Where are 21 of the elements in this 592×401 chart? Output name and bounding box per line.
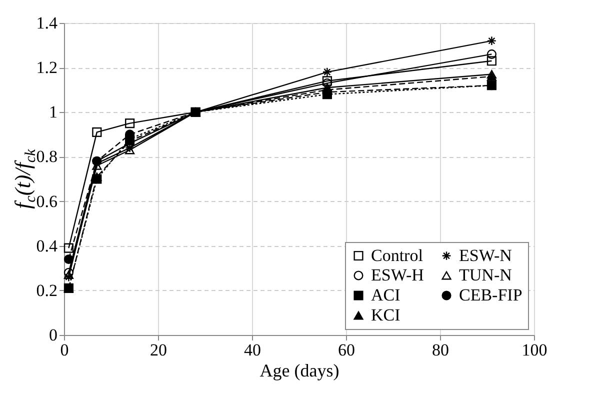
y-tick-label: 1 bbox=[49, 102, 58, 122]
y-tick-label: 0 bbox=[49, 326, 58, 344]
x-tick-label: 40 bbox=[244, 340, 261, 360]
y-tick-label: 0.6 bbox=[36, 192, 58, 211]
legend-label: ESW-H bbox=[371, 266, 424, 284]
x-tick-label: 100 bbox=[522, 340, 548, 360]
y-tick-label: 0.8 bbox=[36, 147, 58, 166]
legend-label: ACI bbox=[371, 286, 401, 304]
legend-label: Control bbox=[371, 246, 424, 265]
legend-label: KCI bbox=[371, 306, 401, 324]
y-tick-label: 1.2 bbox=[36, 58, 58, 78]
x-tick-label: 20 bbox=[150, 340, 167, 360]
x-axis-title: Age (days) bbox=[260, 360, 340, 380]
y-tick-label: 1.4 bbox=[36, 14, 58, 32]
legend-label: CEB-FIP bbox=[459, 286, 522, 304]
x-tick-label: 80 bbox=[432, 340, 449, 360]
y-tick-label: 0.4 bbox=[36, 236, 58, 256]
y-tick-label: 0.2 bbox=[36, 280, 58, 300]
legend-label: ESW-N bbox=[459, 246, 512, 265]
legend-label: TUN-N bbox=[459, 266, 512, 284]
x-tick-label: 60 bbox=[338, 340, 355, 360]
